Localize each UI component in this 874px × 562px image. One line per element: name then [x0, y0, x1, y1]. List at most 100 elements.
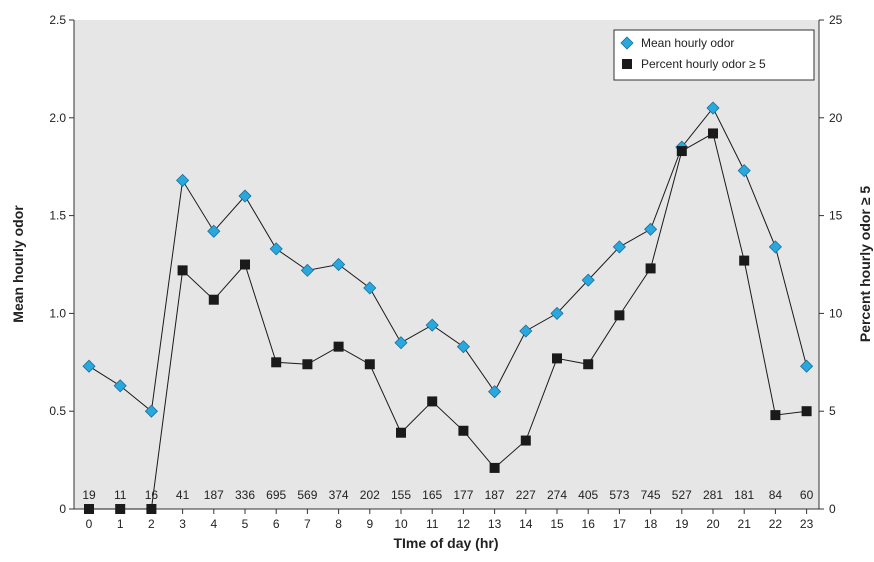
y-tick-label: 0.5 — [49, 404, 66, 418]
percent-odor-point — [115, 504, 126, 514]
count-label: 336 — [235, 488, 255, 502]
legend: Mean hourly odor Percent hourly odor ≥ 5 — [613, 29, 815, 81]
count-label: 41 — [176, 488, 190, 502]
mean-odor-point — [706, 101, 720, 115]
x-tick-label: 20 — [706, 517, 720, 531]
percent-odor-point — [645, 263, 656, 274]
mean-odor-point — [269, 242, 283, 256]
legend-square-marker — [622, 59, 632, 69]
count-label: 281 — [703, 488, 723, 502]
mean-odor-point — [300, 263, 314, 277]
percent-odor-point — [333, 341, 344, 352]
y-tick-label: 1.0 — [49, 306, 66, 320]
y-tick-label: 2.5 — [49, 13, 66, 27]
percent-odor-point — [801, 406, 812, 417]
count-label: 155 — [391, 488, 411, 502]
count-labels: 19 11 16 41 187 336 695 569 374 202 155 165 177 187 22… — [82, 488, 813, 502]
count-label: 274 — [547, 488, 567, 502]
percent-odor-point — [396, 427, 406, 438]
x-tick-label: 23 — [800, 517, 814, 531]
x-tick-label: 7 — [304, 517, 311, 531]
x-tick-label: 21 — [738, 517, 752, 531]
mean-odor-point — [488, 385, 502, 399]
count-label: 84 — [769, 488, 783, 502]
percent-odor-point — [146, 504, 157, 514]
x-tick-label: 18 — [644, 517, 658, 531]
x-tick-label: 2 — [148, 517, 155, 531]
mean-odor-point — [519, 324, 533, 338]
percent-odor-point — [520, 435, 531, 446]
mean-odor-point — [644, 222, 658, 236]
percent-odor-point — [364, 359, 375, 370]
x-tick-label: 11 — [426, 517, 439, 531]
x-tick-label: 12 — [457, 517, 471, 531]
x-tick-label: 1 — [117, 517, 124, 531]
plot-area — [74, 20, 819, 509]
legend-diamond-marker — [620, 36, 634, 50]
mean-odor-point — [363, 281, 377, 295]
count-label: 527 — [672, 488, 692, 502]
x-tick-label: 13 — [488, 517, 502, 531]
y2-tick-label: 20 — [829, 111, 843, 125]
count-label: 695 — [266, 488, 286, 502]
count-label: 60 — [800, 488, 814, 502]
mean-odor-point — [144, 404, 158, 418]
mean-odor-point — [581, 273, 595, 287]
x-tick-label: 9 — [366, 517, 373, 531]
x-tick-label: 17 — [613, 517, 627, 531]
y2-tick-label: 15 — [829, 209, 843, 223]
percent-odor-point — [489, 462, 500, 473]
percent-odor-point — [739, 255, 750, 266]
x-tick-label: 15 — [550, 517, 564, 531]
y-tick-label: 0 — [59, 502, 66, 516]
count-label: 177 — [453, 488, 473, 502]
y2-tick-label: 0 — [829, 502, 836, 516]
mean-odor-point — [332, 257, 346, 272]
percent-odor-point — [427, 396, 438, 407]
mean-odor-point — [612, 240, 626, 254]
y2-tick-label: 25 — [829, 13, 843, 27]
percent-odor-point — [458, 425, 469, 436]
legend-label-mean: Mean hourly odor — [641, 36, 734, 50]
percent-odor-point — [708, 128, 718, 139]
count-label: 569 — [297, 488, 317, 502]
count-label: 181 — [734, 488, 754, 502]
mean-odor-point — [456, 340, 470, 354]
count-label: 573 — [609, 488, 629, 502]
percent-odor-point — [302, 359, 313, 370]
mean-odor-point — [238, 189, 252, 203]
percent-odor-line — [89, 132, 807, 510]
series-layer — [82, 101, 814, 514]
percent-odor-point — [676, 146, 687, 157]
count-label: 19 — [82, 488, 96, 502]
x-axis-title: TIme of day (hr) — [393, 535, 498, 551]
mean-odor-point — [82, 359, 96, 373]
percent-odor-point — [583, 359, 594, 370]
percent-odor-point — [84, 504, 94, 514]
y-tick-label: 1.5 — [49, 209, 66, 223]
x-tick-label: 8 — [335, 517, 342, 531]
percent-odor-point — [770, 410, 781, 421]
x-tick-label: 3 — [179, 517, 186, 531]
mean-odor-line — [88, 107, 808, 413]
count-label: 11 — [114, 488, 127, 502]
percent-odor-point — [271, 357, 282, 368]
mean-odor-point — [768, 240, 782, 254]
y2-tick-label: 10 — [829, 306, 843, 320]
x-tick-label: 10 — [394, 517, 408, 531]
x-tick-label: 16 — [582, 517, 596, 531]
y-tick-label: 2.0 — [49, 111, 66, 125]
count-label: 202 — [360, 488, 380, 502]
count-label: 745 — [641, 488, 661, 502]
count-label: 16 — [145, 488, 159, 502]
percent-odor-point — [552, 353, 562, 364]
mean-odor-point — [800, 359, 814, 373]
x-tick-label: 19 — [675, 517, 689, 531]
legend-box — [613, 29, 815, 81]
x-tick-label: 0 — [86, 517, 93, 531]
mean-odor-point — [737, 164, 751, 178]
mean-odor-point — [550, 306, 564, 320]
percent-odor-point — [240, 259, 250, 270]
